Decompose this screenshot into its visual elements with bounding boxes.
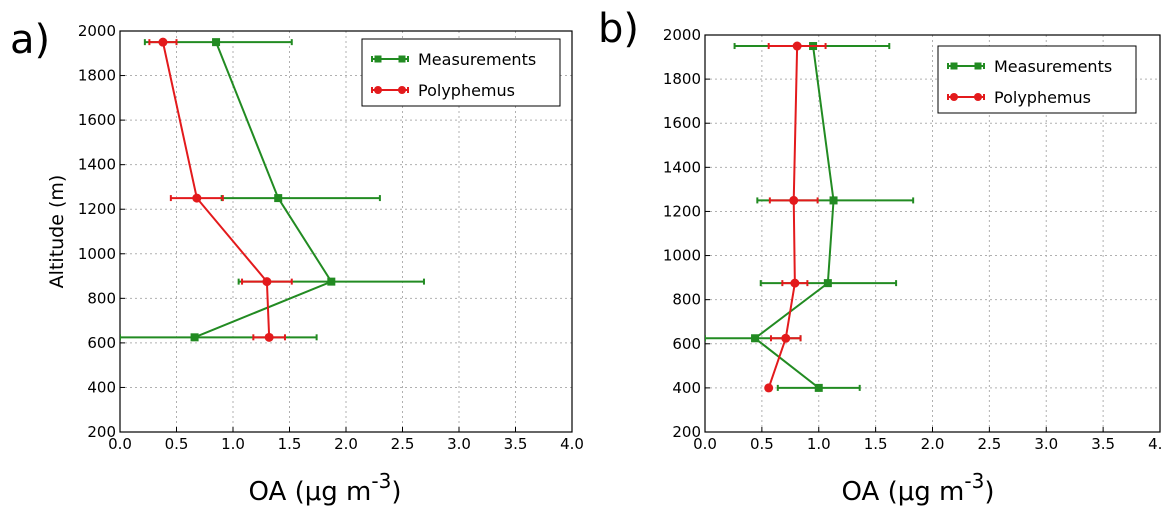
legend-box (937, 45, 1137, 114)
x-axis-label-main: OA (μg m (249, 477, 372, 507)
panel-b: 0.0 0.5 1.0 1.5 2.0 2.5 3.0 3.5 4.0 200 400 600 800 1… (598, 6, 1162, 507)
legend-label: Polyphemus (994, 88, 1091, 107)
data-point (212, 38, 221, 47)
y-tick-label: 600 (87, 334, 116, 352)
y-tick-label: 1600 (78, 111, 116, 129)
x-axis-label-main: OA (μg m (842, 477, 965, 507)
legend-marker (398, 86, 406, 94)
legend-label: Measurements (418, 50, 536, 69)
y-tick-label: 1000 (663, 247, 701, 265)
legend-label: Polyphemus (418, 81, 515, 100)
x-axis-label-end: ) (984, 477, 994, 507)
series-measurements (705, 42, 915, 392)
x-axis-label-end: ) (391, 477, 401, 507)
x-axis-label-sup: -3 (371, 469, 391, 493)
x-tick-label: 1.0 (221, 435, 245, 453)
series-polyphemus (148, 37, 293, 342)
x-tick-label: 1.5 (864, 435, 888, 453)
x-tick-label: 3.5 (1091, 435, 1115, 453)
y-tick-label: 1800 (663, 70, 701, 88)
data-point (829, 196, 838, 205)
x-tick-label: 2.5 (391, 435, 415, 453)
data-point (274, 194, 283, 203)
y-tick-label: 800 (672, 291, 701, 309)
legend-marker (374, 55, 382, 63)
y-tick-label: 2000 (663, 26, 701, 44)
x-axis-label: OA (μg m-3) (249, 469, 402, 507)
legend-box (361, 38, 561, 107)
x-tick-label: 0.5 (750, 435, 774, 453)
x-tick-label: 3.0 (1034, 435, 1058, 453)
y-tick-label: 200 (672, 423, 701, 441)
x-axis-label-sup: -3 (964, 469, 984, 493)
data-point (764, 383, 774, 393)
panel-label: b) (598, 6, 639, 52)
data-point (790, 278, 800, 288)
data-point (264, 332, 274, 342)
x-tick-label: 2.0 (921, 435, 945, 453)
series-line (194, 41, 333, 339)
y-tick-label: 400 (672, 379, 701, 397)
x-tick-label: 0.0 (108, 435, 132, 453)
y-tick-label: 1400 (663, 158, 701, 176)
plot-frame (119, 30, 573, 433)
plot-frame (704, 34, 1161, 433)
data-point (789, 195, 799, 205)
series-line (161, 41, 271, 338)
y-tick-label: 600 (672, 335, 701, 353)
plot-area (705, 41, 915, 393)
legend-marker (398, 55, 406, 63)
legend-marker (950, 62, 958, 70)
y-tick-label: 1000 (78, 245, 116, 263)
data-point (792, 41, 802, 51)
data-point (751, 334, 760, 343)
x-tick-label: 1.0 (807, 435, 831, 453)
series-polyphemus (764, 41, 827, 393)
y-tick-label: 1600 (663, 114, 701, 132)
panel-label: a) (10, 17, 50, 63)
x-tick-label: 3.0 (447, 435, 471, 453)
plot-area (120, 37, 425, 342)
y-tick-label: 400 (87, 378, 116, 396)
data-point (192, 193, 202, 203)
y-tick-label: 1800 (78, 67, 116, 85)
y-axis-label: Altitude (m) (46, 175, 68, 289)
data-point (781, 333, 791, 343)
data-point (814, 383, 823, 392)
y-tick-label: 1400 (78, 156, 116, 174)
x-tick-label: 0.5 (165, 435, 189, 453)
data-point (262, 277, 272, 287)
legend-marker (974, 62, 982, 70)
x-tick-label: 4.0 (1148, 435, 1162, 453)
y-tick-label: 2000 (78, 22, 116, 40)
x-tick-label: 0.0 (693, 435, 717, 453)
x-tick-label: 1.5 (278, 435, 302, 453)
data-point (327, 277, 336, 286)
data-point (190, 333, 199, 342)
y-tick-label: 200 (87, 423, 116, 441)
x-tick-label: 3.5 (504, 435, 528, 453)
legend-marker (950, 93, 958, 101)
y-tick-label: 1200 (78, 200, 116, 218)
legend-marker (374, 86, 382, 94)
legend-marker (974, 93, 982, 101)
y-tick-label: 1200 (663, 202, 701, 220)
legend-label: Measurements (994, 57, 1112, 76)
y-tick-label: 800 (87, 289, 116, 307)
data-point (823, 279, 832, 288)
x-axis-label: OA (μg m-3) (842, 469, 995, 507)
data-point (158, 37, 168, 47)
x-tick-label: 2.5 (977, 435, 1001, 453)
x-tick-label: 4.0 (560, 435, 584, 453)
x-tick-label: 2.0 (334, 435, 358, 453)
panel-a: 0.0 0.5 1.0 1.5 2.0 2.5 3.0 3.5 4.0 200 400 600 800 1… (10, 17, 584, 507)
